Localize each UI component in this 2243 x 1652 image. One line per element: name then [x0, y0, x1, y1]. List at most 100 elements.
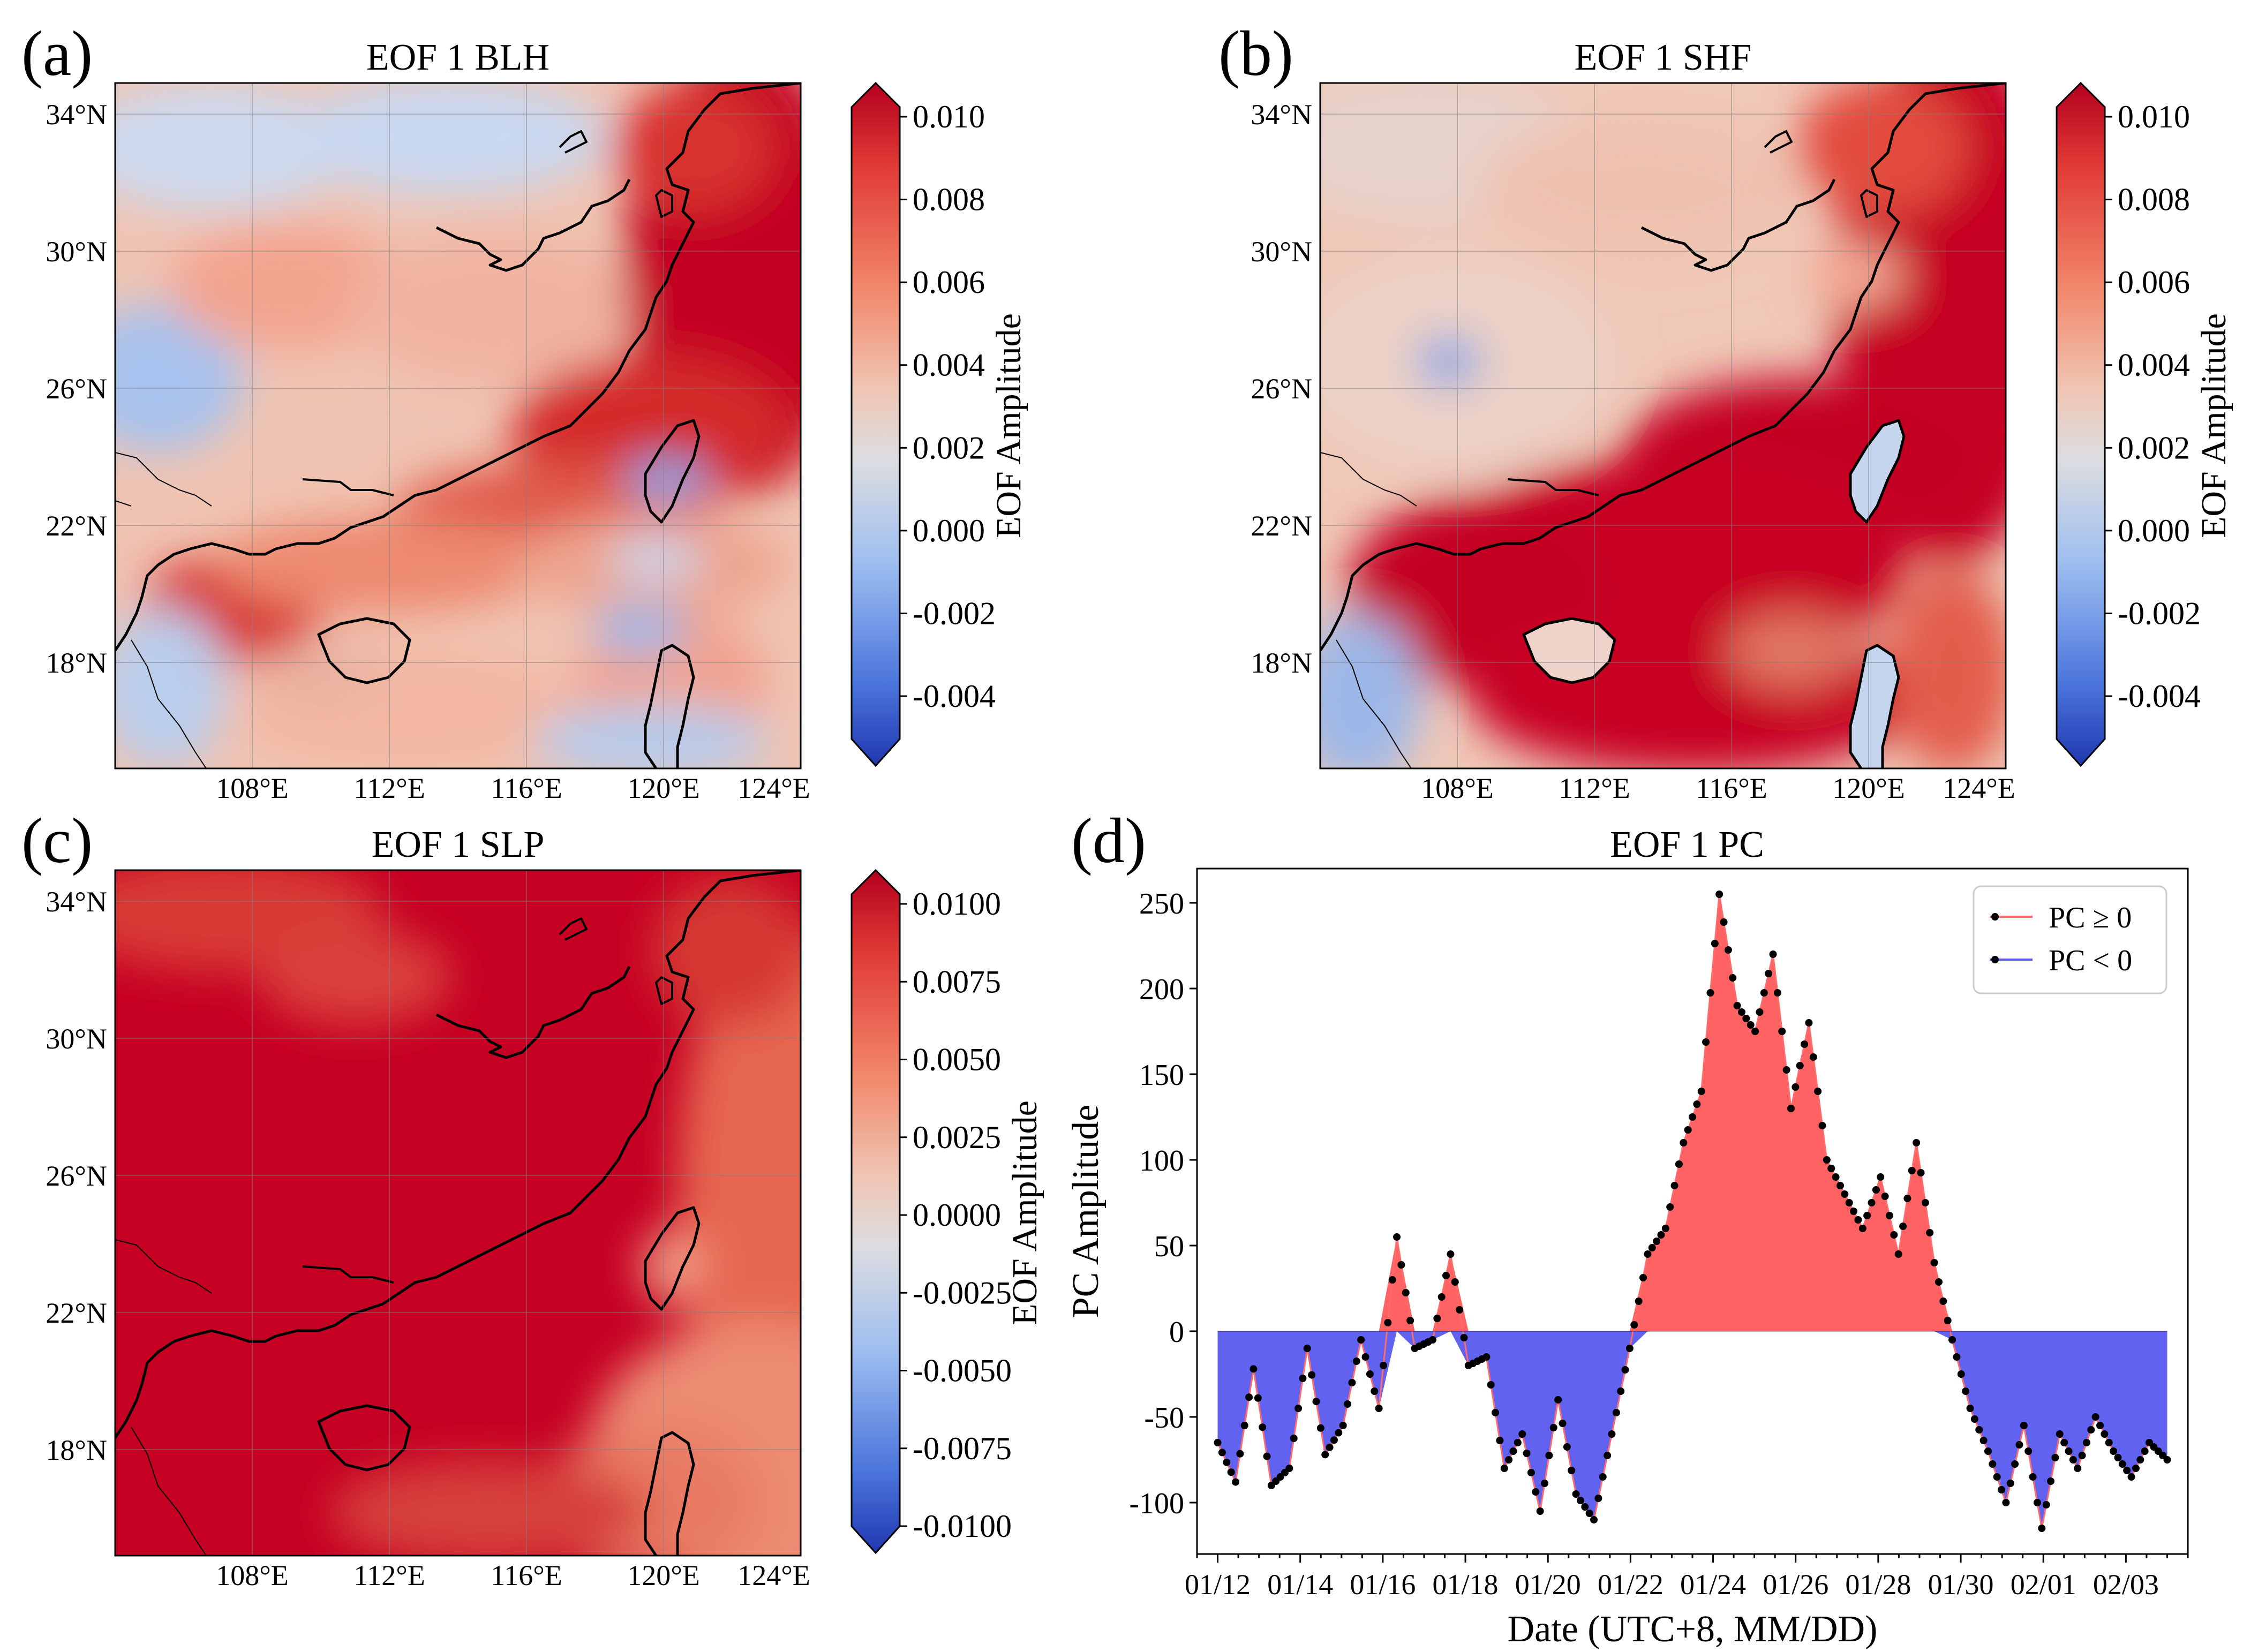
pc-marker [1316, 1424, 1324, 1432]
pc-marker [1344, 1400, 1352, 1408]
pc-marker [1366, 1370, 1374, 1378]
lon-tick: 112°E [353, 772, 425, 804]
lon-tick: 120°E [1832, 772, 1905, 804]
pc-marker [1451, 1278, 1459, 1286]
pc-positive-area [1217, 894, 2167, 1331]
pc-marker [2060, 1439, 2068, 1446]
pc-xtick-label: 01/18 [1433, 1568, 1499, 1601]
colorbar-b: 0.010 0.008 0.006 0.004 0.002 0.000 -0.002 -0.0… [2056, 81, 2233, 767]
pc-ytick-label: 100 [1139, 1144, 1184, 1178]
pc-marker [2110, 1447, 2118, 1455]
pc-marker [1827, 1165, 1835, 1172]
colorbar-tick-label: 0.004 [2118, 348, 2190, 383]
legend-neg-marker [1991, 956, 1999, 963]
colorbar-tick-label: 0.010 [2118, 99, 2190, 134]
panel-label-b: (b) [1218, 18, 1293, 89]
pc-marker [1684, 1126, 1692, 1134]
pc-marker [1706, 989, 1714, 997]
pc-marker [1254, 1394, 1262, 1402]
lat-tick: 22°N [46, 1297, 107, 1329]
pc-marker [1737, 1008, 1745, 1016]
pc-marker [1921, 1199, 1929, 1206]
lon-tick: 112°E [1559, 772, 1630, 804]
pc-marker [2065, 1447, 2073, 1455]
pc-marker [1702, 1038, 1710, 1046]
pc-marker [1639, 1274, 1647, 1281]
pc-marker [1751, 1028, 1759, 1035]
lon-tick: 116°E [491, 772, 562, 804]
pc-xtick-label: 01/28 [1845, 1568, 1911, 1601]
pc-marker [1447, 1250, 1455, 1258]
lat-tick: 18°N [46, 1434, 107, 1466]
pc-xtick-label: 01/20 [1515, 1568, 1581, 1601]
pc-marker [2082, 1439, 2090, 1446]
pc-marker [1666, 1203, 1674, 1211]
pc-marker [2096, 1422, 2104, 1429]
lat-tick: 30°N [46, 236, 107, 268]
pc-marker [1796, 1062, 1804, 1069]
pc-marker [1514, 1439, 1522, 1446]
lon-tick: 108°E [216, 1559, 289, 1591]
pc-marker [2118, 1460, 2126, 1468]
lon-tick: 112°E [353, 1559, 425, 1591]
pc-marker [1998, 1486, 2006, 1493]
pc-xtick-label: 01/24 [1680, 1568, 1746, 1601]
pc-marker [1321, 1451, 1329, 1459]
pc-marker [1850, 1208, 1858, 1215]
pc-marker [1348, 1379, 1356, 1386]
colorbar-a-ticks: 0.010 0.008 0.006 0.004 0.002 0.000 -0.002 -0.0… [900, 99, 996, 714]
legend-neg-label: PC < 0 [2049, 944, 2132, 977]
pc-marker [1858, 1225, 1866, 1232]
pc-marker [1805, 1019, 1813, 1027]
pc-marker [1953, 1353, 1961, 1361]
coastline-a [115, 83, 801, 768]
pc-marker [1729, 974, 1737, 982]
pc-marker [1563, 1443, 1571, 1451]
panel-label-c: (c) [21, 805, 93, 876]
pc-marker [1818, 1122, 1826, 1129]
pc-negative-area [1217, 1331, 2167, 1528]
pc-marker [1433, 1315, 1441, 1322]
pc-marker [1335, 1429, 1343, 1437]
pc-marker [1371, 1387, 1379, 1395]
pc-marker [1778, 1028, 1786, 1035]
pc-marker [1482, 1353, 1491, 1361]
pc-marker [1715, 891, 1723, 898]
lon-tick: 116°E [1696, 772, 1767, 804]
colorbar-tick-label: 0.002 [913, 430, 985, 465]
pc-marker [1926, 1229, 1934, 1236]
pc-marker [1975, 1426, 1983, 1434]
pc-marker [1402, 1289, 1410, 1296]
colorbar-tick-label: 0.004 [913, 348, 985, 383]
pc-marker [2136, 1456, 2144, 1464]
pc-marker [1903, 1195, 1911, 1202]
pc-marker [1913, 1139, 1921, 1146]
pc-marker [2132, 1465, 2140, 1472]
pc-marker [1518, 1430, 1526, 1438]
colorbar-tick-label: -0.0025 [913, 1275, 1012, 1310]
lon-tick: 124°E [737, 1559, 810, 1591]
pc-marker [1733, 1002, 1741, 1009]
pc-marker [1680, 1139, 1688, 1146]
pc-marker [1357, 1336, 1365, 1344]
pc-marker [1299, 1375, 1307, 1382]
pc-legend-box [1973, 885, 2167, 994]
colorbar-b-ticks: 0.010 0.008 0.006 0.004 0.002 0.000 -0.002 -0.0… [2105, 99, 2201, 714]
pc-xtick-label: 01/30 [1928, 1568, 1994, 1601]
pc-marker [1263, 1452, 1271, 1460]
pc-marker [1742, 1015, 1750, 1022]
lat-tick: 22°N [46, 510, 107, 542]
pc-marker [1554, 1396, 1562, 1404]
lat-tick: 22°N [1251, 510, 1312, 542]
pc-marker [1653, 1238, 1661, 1245]
panel-title-c: EOF 1 SLP [372, 824, 545, 865]
pc-marker [1993, 1473, 2001, 1481]
pc-xtick-label: 01/12 [1185, 1568, 1251, 1601]
coastline-b [1320, 83, 2006, 768]
pc-marker [2127, 1473, 2135, 1481]
pc-marker [2105, 1439, 2113, 1446]
pc-marker [1527, 1469, 1535, 1476]
pc-marker [1756, 1008, 1764, 1016]
pc-marker [1303, 1345, 1311, 1352]
